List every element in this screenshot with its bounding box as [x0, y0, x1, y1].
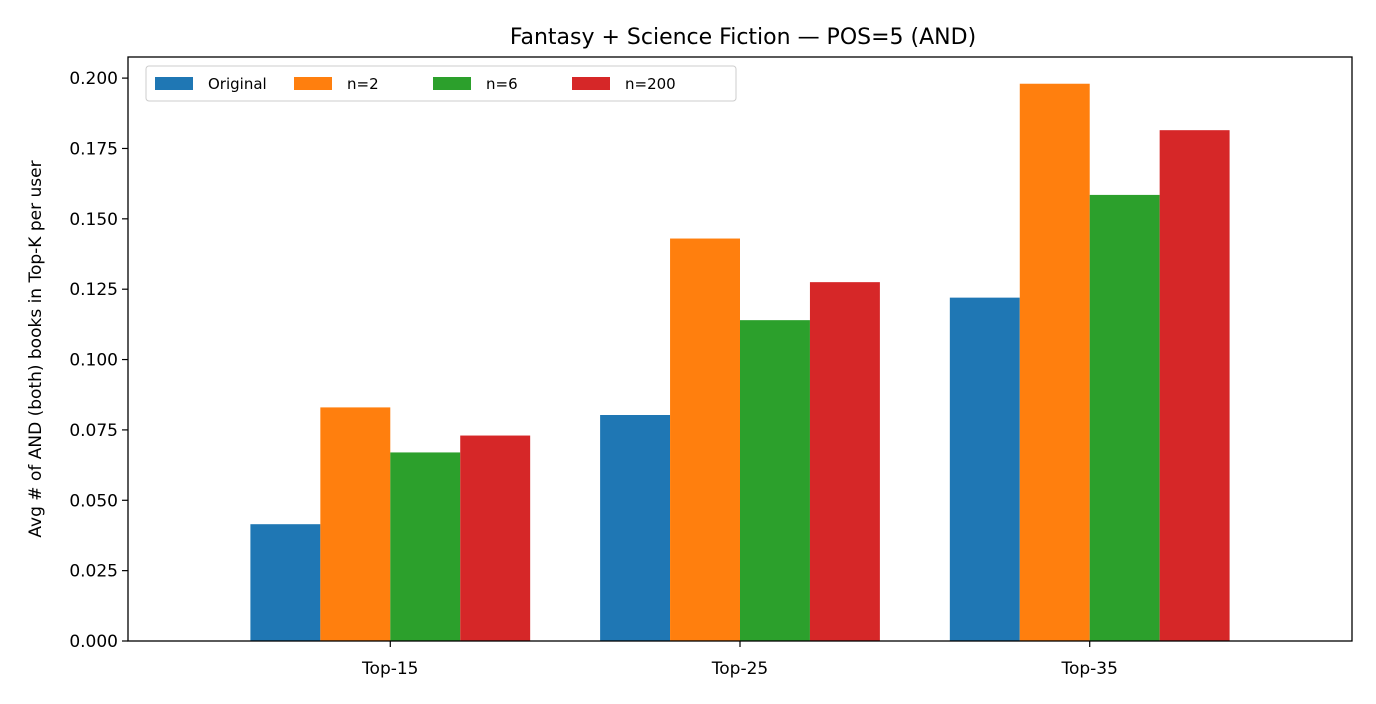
- x-tick-label: Top-25: [711, 659, 768, 679]
- bar-original-top-15: [250, 524, 321, 641]
- y-tick-label: 0.075: [69, 421, 118, 441]
- y-tick-label: 0.175: [69, 139, 118, 159]
- bar-n-2-top-25: [670, 238, 740, 641]
- bar-n-2-top-15: [320, 407, 391, 641]
- bar-original-top-25: [600, 414, 671, 641]
- legend-swatch: [572, 77, 610, 90]
- bar-original-top-35: [949, 297, 1020, 641]
- legend-swatch: [433, 77, 471, 90]
- y-tick-label: 0.000: [69, 632, 118, 652]
- bar-n-200-top-15: [460, 435, 531, 641]
- bar-n-6-top-25: [740, 320, 810, 641]
- y-tick-label: 0.050: [69, 491, 118, 511]
- y-tick-label: 0.100: [69, 351, 118, 371]
- legend-swatch: [294, 77, 332, 90]
- plot-frame: [127, 56, 1353, 642]
- chart-title: Fantasy + Science Fiction — POS=5 (AND): [510, 25, 976, 50]
- legend-label: n=6: [486, 75, 518, 93]
- bar-n-2-top-35: [1019, 83, 1090, 641]
- y-tick-label: 0.025: [69, 562, 118, 582]
- y-tick-label: 0.150: [69, 210, 118, 230]
- legend-label: Original: [208, 75, 267, 93]
- legend-swatch: [155, 77, 193, 90]
- y-axis-label: Avg # of AND (both) books in Top-K per u…: [26, 160, 46, 537]
- legend: Original n=2 n=6 n=200: [145, 65, 737, 102]
- legend-label: n=200: [625, 75, 676, 93]
- bar-n-6-top-15: [390, 452, 461, 641]
- bar-n-200-top-35: [1159, 130, 1230, 641]
- y-axis: 0.000 0.025 0.050 0.075 0.100 0.125 0.150 0.175…: [69, 69, 128, 652]
- x-axis: Top-15 Top-25 Top-35: [361, 641, 1118, 679]
- bar-n-200-top-25: [809, 282, 880, 641]
- legend-label: n=2: [347, 75, 379, 93]
- x-tick-label: Top-35: [1060, 659, 1117, 679]
- x-tick-label: Top-15: [361, 659, 418, 679]
- y-tick-label: 0.125: [69, 280, 118, 300]
- bars-group: [250, 83, 1230, 641]
- y-tick-label: 0.200: [69, 69, 118, 89]
- bar-n-6-top-35: [1089, 194, 1160, 641]
